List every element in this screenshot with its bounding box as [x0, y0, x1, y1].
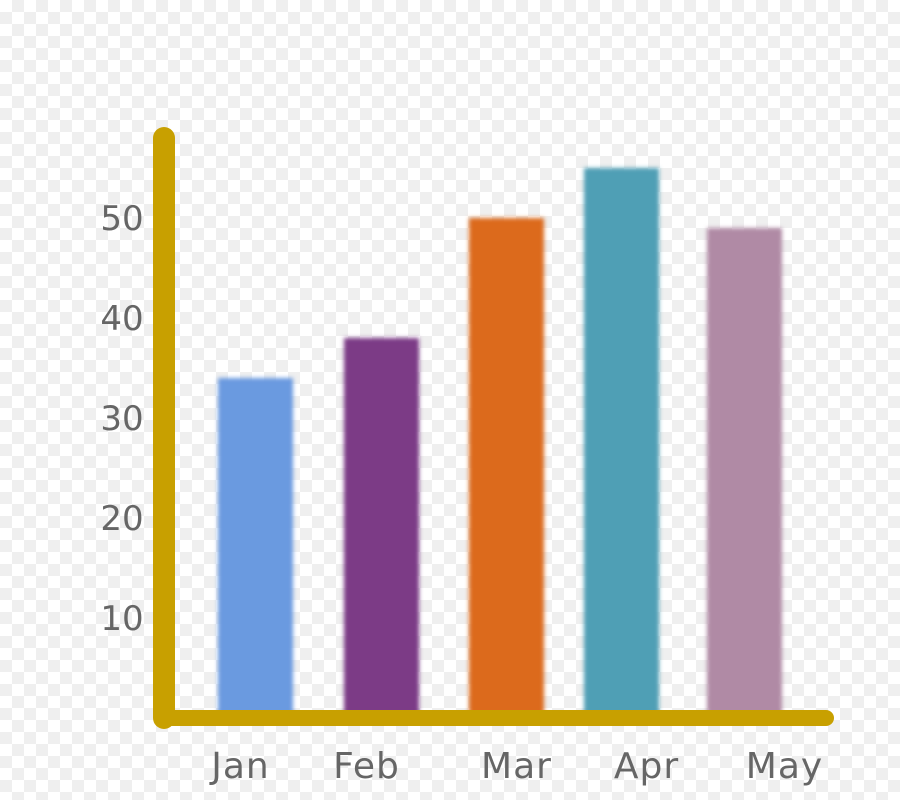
x-label-jan: Jan	[209, 746, 270, 787]
y-tick-label-30: 30	[100, 399, 143, 439]
y-tick-label-10: 10	[100, 599, 143, 639]
bar-mar	[469, 218, 544, 720]
y-tick-label-50: 50	[100, 199, 143, 239]
bar-feb	[344, 338, 419, 720]
bar-may	[707, 228, 782, 720]
y-tick-label-20: 20	[100, 499, 143, 539]
bar-jan	[218, 378, 293, 720]
x-label-feb: Feb	[333, 746, 400, 787]
bar-apr	[584, 168, 659, 720]
x-label-mar: Mar	[481, 746, 552, 787]
x-label-apr: Apr	[614, 746, 679, 787]
x-label-may: May	[746, 746, 823, 787]
y-tick-label-40: 40	[100, 299, 143, 339]
